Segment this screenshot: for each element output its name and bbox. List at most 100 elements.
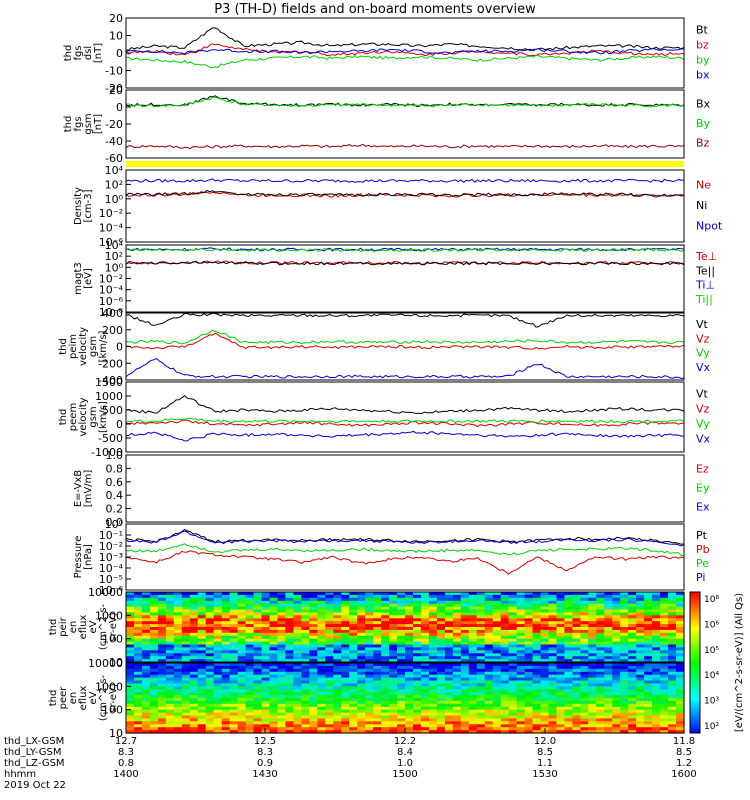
spectrogram-cell (149, 706, 159, 711)
spectrogram-cell (277, 592, 287, 596)
spectrogram-cell (484, 641, 494, 646)
spectrogram-cell (261, 668, 271, 673)
spectrogram-cell (325, 592, 334, 596)
spectrogram-cell (628, 727, 637, 731)
spectrogram-cell (253, 718, 263, 722)
spectrogram-cell (564, 629, 573, 634)
spectrogram-cell (237, 600, 247, 605)
page-title: P3 (TH-D) fields and on-board moments ov… (214, 2, 536, 17)
spectrogram-cell (157, 603, 167, 608)
spectrogram-cell (572, 609, 581, 613)
spectrogram-cell (245, 718, 255, 722)
spectrogram-cell (596, 644, 605, 648)
spectrogram-cell (484, 615, 494, 619)
spectrogram-cell (134, 703, 143, 708)
spectrogram-cell (500, 692, 510, 696)
spectrogram-cell (484, 594, 494, 599)
spectrogram-cell (221, 597, 231, 602)
spectrogram-cell (548, 615, 558, 619)
spectrogram-cell (476, 686, 486, 690)
spectrogram-cell (420, 674, 430, 679)
spectrogram-cell (420, 730, 430, 734)
spectrogram-cell (668, 644, 677, 648)
spectrogram-cell (365, 659, 374, 663)
spectrogram-cell (460, 659, 470, 663)
spectrogram-cell (413, 715, 422, 719)
y-tick-label: 10⁻⁸ (99, 306, 124, 319)
spectrogram-cell (285, 721, 294, 725)
spectrogram-cell (452, 609, 462, 613)
spectrogram-cell (397, 597, 406, 602)
spectrogram-cell (612, 692, 621, 696)
spectrogram-cell (189, 674, 199, 679)
spectrogram-cell (205, 597, 215, 602)
spectrogram-cell (269, 647, 279, 651)
spectrogram-cell (173, 698, 183, 702)
legend-entry: bx (696, 69, 710, 82)
x-axis-tick-value: 1430 (252, 769, 277, 780)
spectrogram-cell (357, 653, 366, 657)
spectrogram-cell (652, 627, 661, 631)
spectrogram-cell (205, 624, 215, 628)
spectrogram-cell (548, 671, 558, 676)
spectrogram-cell (428, 671, 438, 676)
spectrogram-cell (397, 715, 406, 719)
spectrogram-cell (221, 686, 231, 690)
spectrogram-cell (309, 635, 318, 640)
spectrogram-cell (325, 629, 334, 634)
spectrogram-cell (676, 629, 685, 634)
spectrogram-cell (205, 709, 215, 714)
colorbar-tick-label: 10⁵ (704, 646, 719, 656)
spectrogram-cell (413, 627, 422, 631)
spectrogram-cell (197, 629, 207, 634)
spectrogram-cell (165, 698, 175, 702)
spectrogram-cell (444, 618, 454, 622)
spectrogram-cell (373, 615, 382, 619)
spectrogram-cell (229, 641, 239, 646)
spectrogram-cell (676, 603, 685, 608)
spectrogram-cell (245, 689, 255, 693)
spectrogram-cell (644, 715, 653, 719)
spectrogram-cell (189, 603, 199, 608)
y-tick-label: 10⁴ (105, 164, 124, 177)
spectrogram-cell (381, 615, 390, 619)
spectrogram-cell (285, 680, 294, 684)
spectrogram-cell (333, 600, 342, 605)
colorbar-tick-label: 10³ (704, 697, 719, 707)
spectrogram-cell (309, 718, 318, 722)
spectrogram-cell (333, 724, 342, 728)
spectrogram-cell (620, 612, 629, 616)
spectrogram-cell (397, 718, 406, 722)
spectrogram-cell (644, 615, 653, 619)
spectrogram-cell (484, 718, 494, 722)
spectrogram-cell (668, 594, 677, 599)
spectrogram-cell (484, 624, 494, 628)
spectrogram-cell (405, 718, 414, 722)
spectrogram-cell (452, 659, 462, 663)
y-axis-label: gsm (83, 113, 94, 134)
spectrogram-cell (285, 606, 294, 611)
spectrogram-cell (157, 677, 167, 682)
spectrogram-cell (428, 629, 438, 634)
spectrogram-cell (341, 683, 350, 687)
spectrogram-cell (660, 715, 669, 719)
spectrogram-cell (492, 680, 502, 684)
spectrogram-cell (205, 632, 215, 637)
spectrogram-cell (165, 600, 175, 605)
spectrogram-cell (197, 706, 207, 711)
spectrogram-cell (365, 718, 374, 722)
spectrogram-cell (389, 621, 398, 625)
spectrogram-cell (381, 700, 390, 705)
spectrogram-cell (436, 695, 446, 699)
spectrogram-cell (189, 668, 199, 673)
spectrogram-cell (564, 680, 573, 684)
spectrogram-cell (612, 665, 621, 670)
x-axis-tick-value: 8.3 (257, 747, 273, 758)
spectrogram-cell (221, 703, 231, 708)
spectrogram-cell (500, 709, 510, 714)
spectrogram-cell (420, 700, 430, 705)
y-tick-label: 10⁰ (105, 518, 124, 531)
spectrogram-cell (229, 686, 239, 690)
spectrogram-cell (596, 700, 605, 705)
spectrogram-cell (508, 727, 518, 731)
